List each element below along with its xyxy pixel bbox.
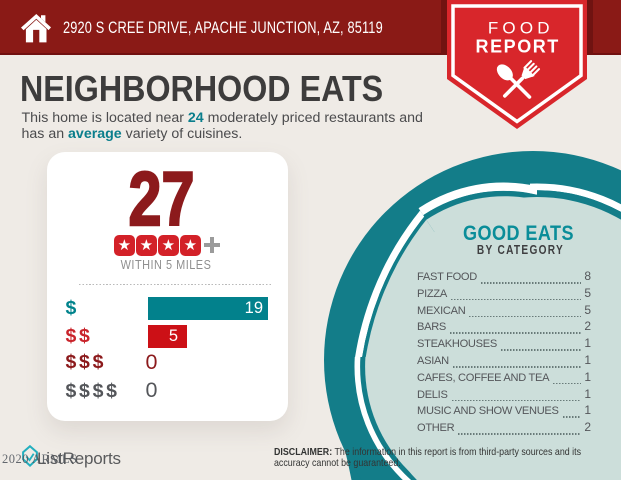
svg-text:REPORT: REPORT (476, 37, 560, 57)
svg-text:FOOD: FOOD (488, 19, 554, 38)
